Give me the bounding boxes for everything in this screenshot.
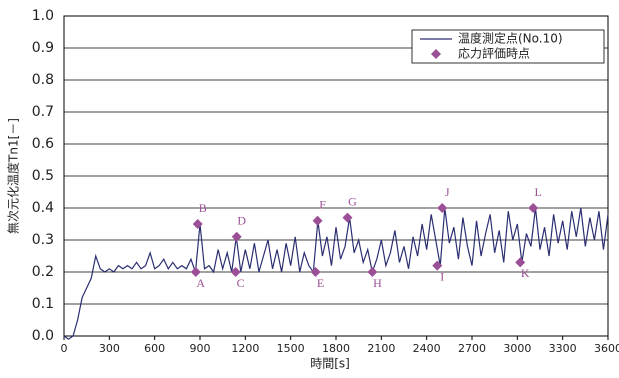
marker: [190, 267, 201, 277]
marker: [310, 267, 321, 277]
y-axis-label: 無次元化温度Tn1[－]: [6, 118, 21, 234]
y-tick-label: 0.4: [32, 200, 54, 216]
point-label: K: [521, 266, 530, 280]
x-tick-label: 2700: [458, 342, 486, 355]
y-tick-label: 0.1: [32, 296, 54, 312]
x-tick-label: 2100: [367, 342, 395, 355]
y-tick-label: 0.8: [32, 72, 54, 88]
y-tick-label: 0.0: [32, 328, 54, 344]
marker: [231, 231, 242, 242]
marker: [515, 257, 526, 268]
marker: [367, 267, 378, 277]
marker: [342, 212, 353, 223]
x-tick-label: 3600: [594, 342, 619, 355]
legend-label: 温度測定点(No.10): [458, 31, 563, 46]
point-label: L: [535, 185, 542, 199]
point-label: A: [196, 276, 205, 290]
marker: [437, 203, 448, 213]
point-label: G: [348, 194, 357, 208]
x-tick-label: 1200: [231, 342, 259, 355]
legend-label: 応力評価時点: [458, 46, 530, 61]
y-tick-label: 0.5: [32, 168, 54, 184]
plot-frame: [63, 15, 609, 337]
x-axis-label: 時間[s]: [310, 357, 350, 371]
point-label: C: [237, 276, 245, 290]
data-line: [63, 207, 609, 340]
x-tick-label: 2400: [413, 342, 441, 355]
y-tick-label: 0.7: [32, 104, 54, 120]
x-tick-label: 3000: [503, 342, 531, 355]
point-label: E: [317, 276, 324, 290]
x-tick-label: 300: [99, 342, 120, 355]
x-tick-label: 1800: [322, 342, 350, 355]
marker: [312, 215, 323, 226]
point-label: J: [445, 185, 450, 199]
marker: [230, 267, 241, 277]
y-tick-label: 0.9: [32, 40, 54, 56]
marker: [432, 260, 443, 271]
y-tick-label: 0.2: [32, 264, 54, 280]
y-tick-label: 0.6: [32, 136, 54, 152]
legend-marker: [431, 49, 441, 59]
x-tick-label: 1500: [277, 342, 305, 355]
point-label: B: [199, 201, 207, 215]
point-label: I: [440, 269, 444, 283]
y-tick-label: 1.0: [32, 8, 54, 24]
x-tick-label: 900: [190, 342, 211, 355]
x-tick-label: 0: [61, 342, 68, 355]
x-tick-label: 3300: [549, 342, 577, 355]
y-tick-label: 0.3: [32, 232, 54, 248]
point-label: D: [237, 214, 246, 228]
marker: [192, 219, 203, 229]
x-tick-label: 600: [144, 342, 165, 355]
marker: [528, 203, 539, 213]
point-label: F: [319, 198, 326, 212]
point-label: H: [373, 276, 382, 290]
legend-box: [411, 29, 605, 64]
